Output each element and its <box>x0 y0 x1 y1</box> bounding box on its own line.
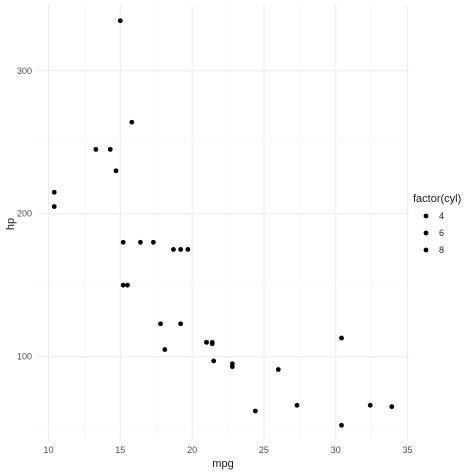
data-point <box>93 146 99 152</box>
data-point <box>120 239 126 245</box>
data-point <box>389 404 395 410</box>
data-points <box>51 18 395 428</box>
legend-key-point <box>423 213 429 219</box>
x-tick-label: 35 <box>403 445 413 455</box>
y-tick-label: 300 <box>17 66 32 76</box>
legend-key-point <box>423 230 429 236</box>
legend-entries: 4 6 8 <box>423 211 444 255</box>
legend-entry-label: 4 <box>439 211 444 221</box>
legend: factor(cyl) 4 6 8 <box>413 193 461 255</box>
data-point <box>211 358 217 364</box>
data-point <box>158 321 163 327</box>
data-point <box>209 341 215 347</box>
data-point <box>125 282 130 288</box>
data-point <box>117 18 123 24</box>
x-tick-label: 15 <box>115 445 125 455</box>
data-point <box>171 247 176 252</box>
data-point <box>107 146 113 152</box>
legend-entry-label: 8 <box>439 245 444 255</box>
data-point <box>367 402 373 408</box>
data-point <box>51 204 57 209</box>
data-point <box>185 247 191 252</box>
legend-entry-label: 6 <box>439 228 444 238</box>
y-tick-label: 200 <box>17 209 32 219</box>
x-tick-label: 20 <box>187 445 197 455</box>
data-point <box>178 321 184 327</box>
data-point <box>275 367 281 372</box>
data-point <box>129 119 135 125</box>
data-point <box>204 339 209 345</box>
legend-title: factor(cyl) <box>413 193 461 205</box>
x-tick-label: 25 <box>259 445 269 455</box>
y-axis-title: hp <box>5 218 17 230</box>
data-point <box>178 247 184 252</box>
x-tick-label: 30 <box>331 445 341 455</box>
minor-gridlines <box>37 5 409 441</box>
data-point <box>113 168 119 174</box>
x-tick-label: 10 <box>43 445 53 455</box>
data-point <box>51 189 57 195</box>
legend-key-point <box>423 247 429 253</box>
x-axis-title: mpg <box>212 458 233 470</box>
data-point <box>252 408 258 414</box>
data-point <box>120 282 126 288</box>
data-point <box>339 335 344 341</box>
y-tick-label: 100 <box>17 352 32 362</box>
data-point <box>229 361 235 367</box>
y-axis-tick-labels: 100 200 300 <box>17 66 32 362</box>
data-point <box>339 422 344 428</box>
x-axis-tick-labels: 10 15 20 25 30 35 <box>43 445 412 455</box>
data-point <box>150 239 156 245</box>
data-point <box>162 347 168 352</box>
data-point <box>294 402 300 408</box>
data-point <box>138 239 143 245</box>
major-gridlines <box>37 5 409 441</box>
